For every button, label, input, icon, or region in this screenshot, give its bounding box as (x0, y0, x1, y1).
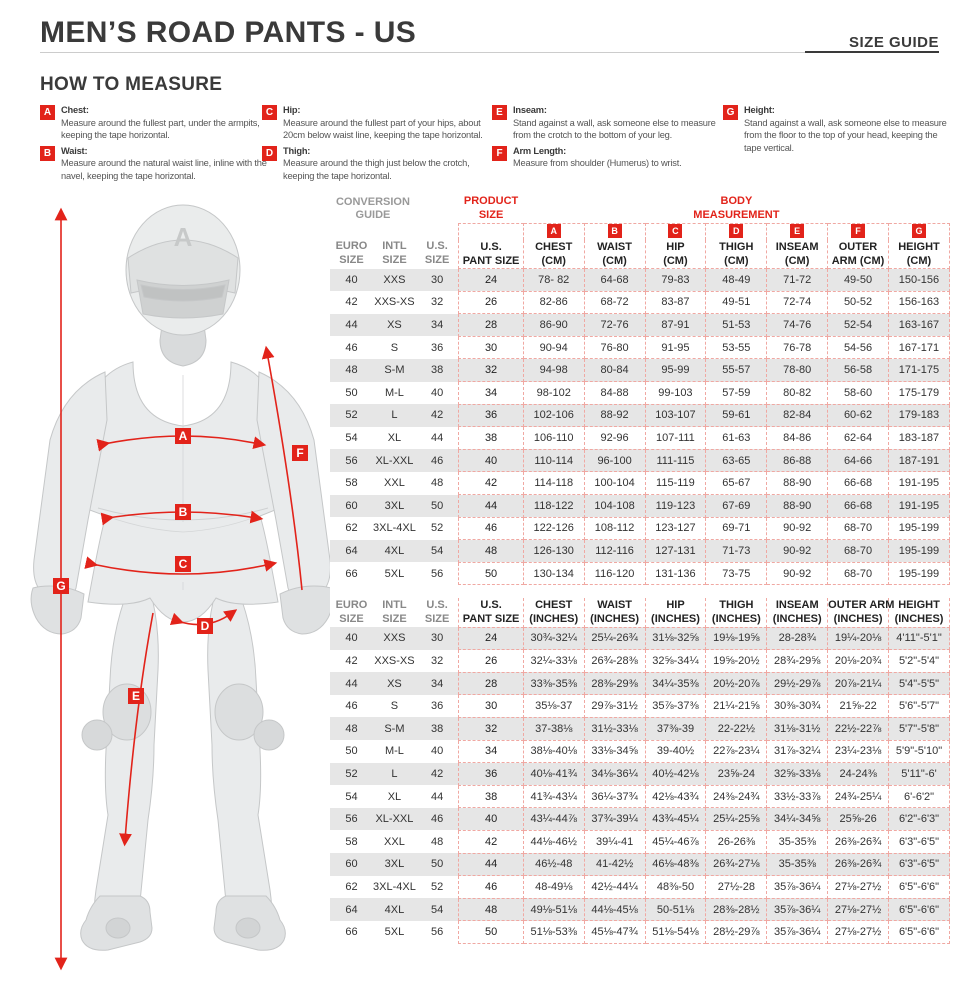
svg-text:D: D (201, 619, 210, 633)
svg-text:G: G (56, 579, 65, 593)
svg-text:B: B (179, 505, 188, 519)
svg-text:A: A (179, 429, 188, 443)
svg-text:C: C (179, 557, 188, 571)
svg-text:E: E (132, 689, 140, 703)
svg-text:A: A (174, 222, 193, 252)
svg-text:F: F (296, 446, 303, 460)
